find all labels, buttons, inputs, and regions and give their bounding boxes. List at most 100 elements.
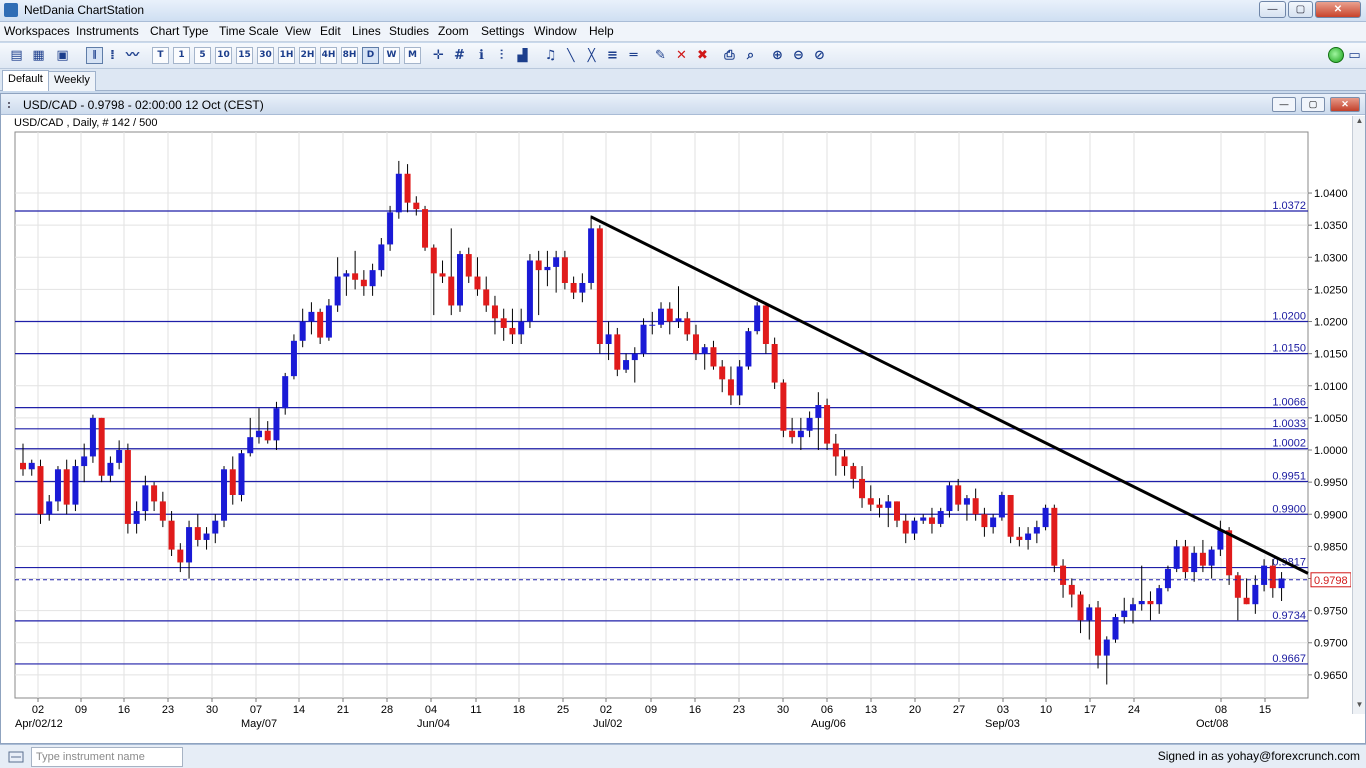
candle-body-down [902,520,909,534]
candle-body-down [124,450,131,524]
month-label: Oct/08 [1196,718,1228,730]
line-chart-icon[interactable]: 〰 [125,48,139,63]
scroll-down-icon[interactable]: ▼ [1355,700,1364,709]
maximize-button[interactable]: ▢ [1288,1,1313,18]
alert-bell-icon[interactable]: ♫ [544,48,557,63]
chart-minimize-button[interactable]: — [1272,97,1296,112]
date-tick-label: 25 [557,704,569,716]
level-label: 0.9951 [1272,470,1306,482]
menu-lines[interactable]: Lines [352,24,381,38]
date-tick-label: 21 [337,704,349,716]
info-icon[interactable]: ℹ [479,48,484,63]
zoom-out-icon[interactable]: ⊖ [793,48,804,63]
candle-body-down [955,485,962,505]
minimize-button[interactable]: — [1259,1,1286,18]
instrument-search-input[interactable] [31,747,183,767]
price-tick-label: 1.0050 [1314,413,1348,425]
timescale-daily[interactable]: D [362,47,379,64]
bar-chart-icon[interactable]: ⁞ [110,48,115,63]
menu-settings[interactable]: Settings [481,24,525,38]
crosshair-icon[interactable]: ✛ [433,48,444,63]
pen-tool-icon[interactable]: ✎ [655,48,666,63]
menu-view[interactable]: View [285,24,311,38]
menu-zoom[interactable]: Zoom [438,24,469,38]
price-tick-label: 1.0000 [1314,445,1348,457]
date-tick-label: 02 [600,704,612,716]
candle-body-down [1077,594,1084,621]
tab-default[interactable]: Default [2,70,49,91]
date-tick-label: 23 [733,704,745,716]
candle-body-up [142,485,149,512]
delete-all-lines-icon[interactable]: ✖ [697,48,708,63]
print-preview-icon[interactable]: ⌕ [746,48,755,63]
zoom-in-icon[interactable]: ⊕ [772,48,783,63]
candle-body-up [133,511,140,524]
level-label: 1.0066 [1272,397,1306,409]
candle-body-up [1121,610,1128,618]
menu-workspaces[interactable]: Workspaces [4,24,70,38]
candle-body-down [972,498,979,515]
menu-edit[interactable]: Edit [320,24,341,38]
level-label: 0.9900 [1272,503,1306,515]
timescale-30min[interactable]: 30 [257,47,274,64]
chart-window-title: USD/CAD - 0.9798 - 02:00:00 12 Oct (CEST… [23,98,264,112]
grid-icon[interactable]: # [454,48,465,63]
candle-body-up [1025,533,1032,540]
menu-chart-type[interactable]: Chart Type [150,24,209,38]
chart-close-button[interactable]: ✕ [1330,97,1360,112]
timescale-10min[interactable]: 10 [215,47,232,64]
timescale-8h[interactable]: 8H [341,47,358,64]
volume-bars-icon[interactable]: ▟ [517,48,528,63]
timescale-1h[interactable]: 1H [278,47,295,64]
timescale-4h[interactable]: 4H [320,47,337,64]
timescale-5min[interactable]: 5 [194,47,211,64]
open-icon[interactable]: ▦ [32,48,45,63]
main-toolbar: ▤ ▦ ▣ ‖ ⁞ 〰 T 1 5 10 15 30 1H 2H 4H 8H D… [0,43,1366,69]
print-icon[interactable]: ⎙ [724,48,735,63]
scroll-up-icon[interactable]: ▲ [1355,116,1364,125]
save-icon[interactable]: ▣ [56,48,69,63]
menu-bar: Workspaces Instruments Chart Type Time S… [0,22,1366,42]
chart-maximize-button[interactable]: ▢ [1301,97,1325,112]
candle-body-up [998,494,1005,518]
candle-body-up [631,353,638,361]
zoom-reset-icon[interactable]: ⊘ [814,48,825,63]
studies-icon[interactable]: ⫶ [499,48,504,63]
layout-icon[interactable]: ▭ [1348,48,1361,63]
timescale-2h[interactable]: 2H [299,47,316,64]
menu-window[interactable]: Window [534,24,577,38]
new-chart-icon[interactable]: ▤ [10,48,23,63]
timescale-tick[interactable]: T [152,47,169,64]
month-label: Jun/04 [417,718,450,730]
menu-time-scale[interactable]: Time Scale [219,24,279,38]
date-tick-label: 03 [997,704,1009,716]
candle-body-up [334,276,341,306]
vertical-scrollbar[interactable]: ▲ ▼ [1352,116,1365,714]
drag-grip-icon[interactable] [8,102,14,108]
candle-body-up [290,340,297,377]
fibonacci-tool-icon[interactable]: ≡ [607,48,618,63]
candle-body-up [701,347,708,354]
price-chart[interactable]: 0.96500.97000.97500.98000.98500.99000.99… [1,94,1351,743]
app-title: NetDania ChartStation [24,3,145,17]
timescale-15min[interactable]: 15 [236,47,253,64]
horizontal-line-tool-icon[interactable]: ═ [629,48,638,63]
delete-line-icon[interactable]: ✕ [676,48,687,63]
candle-body-down [841,456,848,467]
date-tick-label: 09 [645,704,657,716]
candle-body-up [579,282,586,293]
candle-body-down [981,514,988,528]
candle-body-down [465,254,472,277]
close-button[interactable]: ✕ [1315,1,1361,18]
trendline-tool-icon[interactable]: ╲ [566,48,575,63]
tab-weekly[interactable]: Weekly [48,71,96,91]
menu-instruments[interactable]: Instruments [76,24,139,38]
candle-body-down [596,228,603,345]
timescale-monthly[interactable]: M [404,47,421,64]
menu-studies[interactable]: Studies [389,24,430,38]
timescale-weekly[interactable]: W [383,47,400,64]
timescale-1min[interactable]: 1 [173,47,190,64]
channel-tool-icon[interactable]: ╳ [587,48,596,63]
menu-help[interactable]: Help [589,24,614,38]
candlestick-chart-icon[interactable]: ‖ [86,47,103,64]
